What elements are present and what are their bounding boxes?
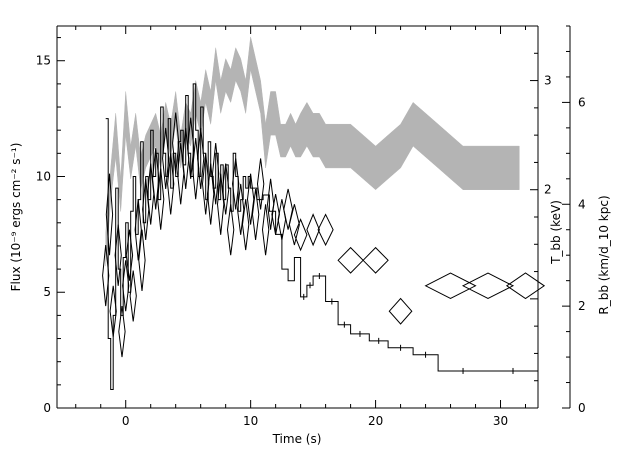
y-temperature-tick-label: 3 bbox=[544, 74, 552, 88]
x-tick-label: 0 bbox=[122, 414, 130, 428]
radius-diamond bbox=[216, 173, 225, 235]
radius-diamond bbox=[241, 199, 250, 251]
radius-diamond bbox=[187, 117, 195, 179]
radius-diamond bbox=[152, 148, 160, 210]
radius-diamond bbox=[102, 244, 110, 307]
radius-diamond bbox=[129, 270, 137, 322]
radius-diamond bbox=[251, 188, 260, 240]
radius-diamond bbox=[157, 168, 165, 230]
y-left-tick-label: 5 bbox=[43, 285, 51, 299]
y-left-tick-label: 10 bbox=[36, 169, 51, 183]
radius-diamond bbox=[246, 173, 255, 225]
y-right-radius-axis-title: R_bb (km/d_10 kpc) bbox=[597, 195, 611, 314]
radius-diamond bbox=[172, 112, 180, 174]
radius-diamond bbox=[388, 297, 413, 325]
radius-diamond bbox=[114, 224, 122, 286]
y-radius-tick-label: 0 bbox=[578, 401, 586, 415]
y-right-temperature-axis-title: T_bb (keV) bbox=[549, 200, 563, 265]
radius-diamond bbox=[211, 143, 220, 205]
y-left-axis-title: Flux (10⁻⁹ ergs cm⁻² s⁻¹) bbox=[9, 143, 23, 292]
radius-diamond bbox=[197, 127, 205, 190]
radius-diamond bbox=[337, 246, 364, 274]
radius-diamond bbox=[226, 204, 235, 256]
radius-diamond bbox=[317, 213, 334, 247]
radius-diamond bbox=[221, 163, 230, 215]
radius-diamond bbox=[461, 272, 515, 300]
x-tick-label: 30 bbox=[493, 414, 508, 428]
radius-diamond bbox=[362, 246, 389, 274]
radius-diamond bbox=[424, 272, 477, 300]
x-tick-label: 20 bbox=[368, 414, 383, 428]
y-radius-tick-label: 2 bbox=[578, 299, 586, 313]
radius-diamond bbox=[206, 163, 215, 225]
y-radius-tick-label: 4 bbox=[578, 197, 586, 211]
radius-diamond bbox=[288, 204, 300, 246]
y-left-tick-label: 0 bbox=[43, 401, 51, 415]
radius-diamond bbox=[162, 127, 170, 190]
radius-diamond bbox=[167, 153, 175, 215]
radius-diamond bbox=[109, 285, 117, 337]
radius-diamond bbox=[122, 260, 130, 312]
y-temperature-tick-label: 2 bbox=[544, 183, 552, 197]
radius-diamond bbox=[118, 306, 126, 358]
radius-diamond bbox=[256, 158, 265, 210]
x-tick-label: 10 bbox=[243, 414, 258, 428]
y-left-tick-label: 15 bbox=[36, 54, 51, 68]
radius-diamond bbox=[505, 272, 546, 300]
radius-diamond bbox=[134, 199, 142, 261]
radius-diamond bbox=[293, 218, 308, 252]
radius-diamond bbox=[306, 213, 320, 247]
radius-diamond bbox=[236, 183, 245, 235]
radius-diamond bbox=[261, 204, 270, 256]
radius-diamond bbox=[283, 188, 294, 230]
flux-step-line bbox=[105, 83, 538, 390]
radius-diamond bbox=[231, 158, 240, 210]
y-radius-tick-label: 6 bbox=[578, 95, 586, 109]
radius-diamond bbox=[138, 229, 146, 291]
x-axis-title: Time (s) bbox=[272, 432, 322, 446]
